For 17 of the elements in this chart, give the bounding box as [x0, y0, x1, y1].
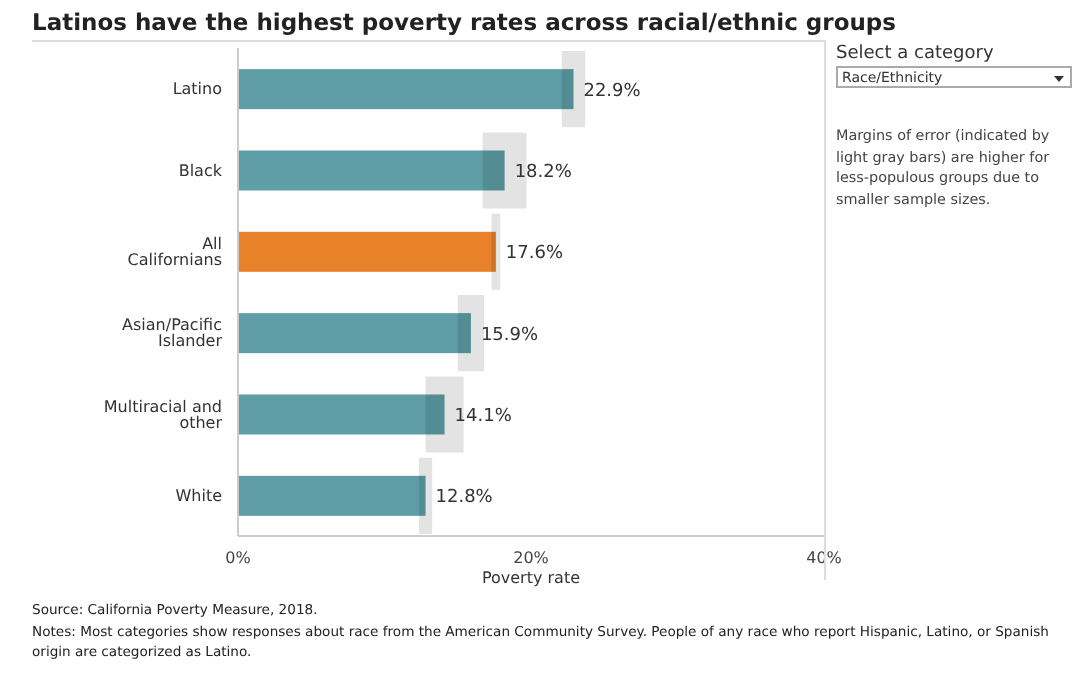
y-tick-label: Latino	[172, 80, 223, 99]
x-tick-label: 0%	[225, 549, 252, 568]
y-tick-label: Black	[178, 161, 223, 180]
y-tick-label: Multiracial and other	[103, 397, 224, 432]
text: Select a category	[836, 44, 994, 64]
data-label: 14.1%	[454, 406, 513, 427]
chart-title: Latinos have the highest poverty rates across racial/ethnic groups	[32, 8, 897, 36]
y-tick-label: Asian/Pacific Islander	[122, 316, 224, 351]
data-label: 15.9%	[480, 325, 540, 346]
data-label: 22.9%	[583, 81, 642, 102]
data-label: 12.8%	[435, 488, 494, 509]
x-tick-label: 20%	[513, 549, 550, 568]
x-axis-title: Poverty rate	[481, 569, 581, 588]
y-tick-label: All Californians	[127, 235, 222, 270]
y-tick-label: White	[175, 487, 223, 506]
data-label: 18.2%	[514, 162, 573, 183]
data-label: 17.6%	[505, 244, 564, 265]
